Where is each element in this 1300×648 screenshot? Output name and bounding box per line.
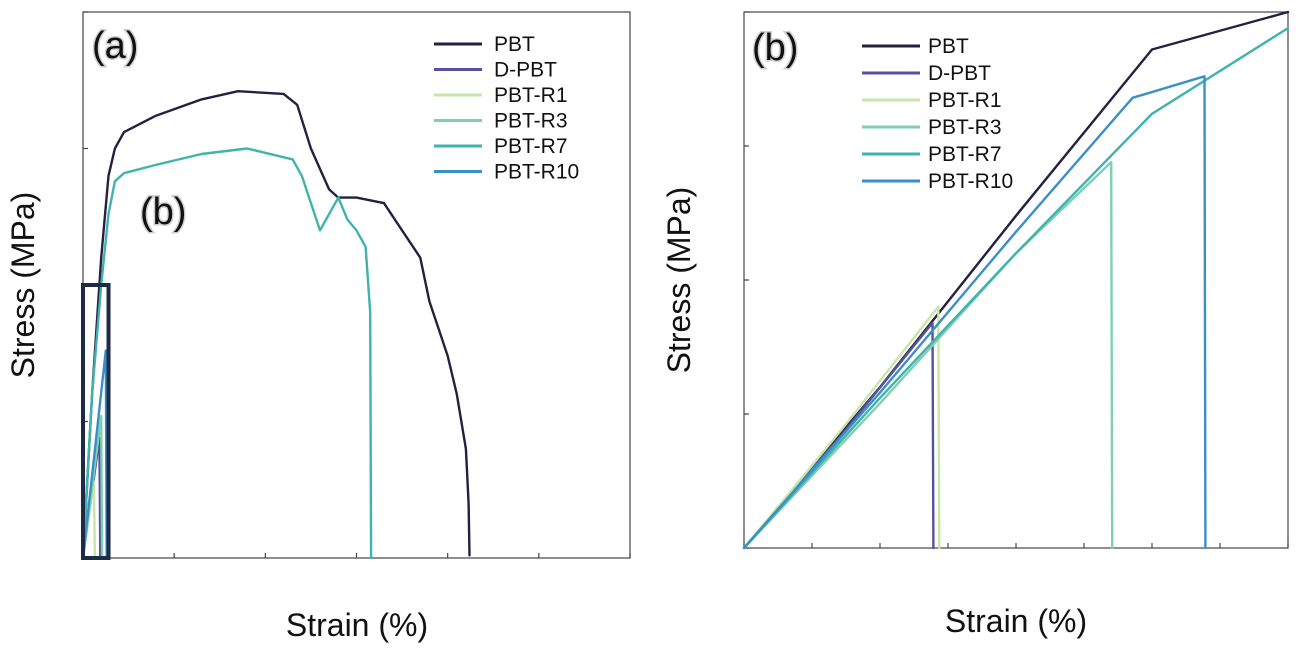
panel-b-series bbox=[742, 10, 1290, 550]
legend-label-d-pbt: D-PBT bbox=[494, 59, 557, 82]
panel-b-ylabel: Stress (MPa) bbox=[661, 187, 697, 374]
panel-a-letter: (a) bbox=[92, 25, 138, 67]
panel-a-series bbox=[81, 90, 471, 560]
legend-label-d-pbt: D-PBT bbox=[928, 62, 991, 85]
legend-label-pbt: PBT bbox=[494, 33, 535, 56]
panel-a-xlabel: Strain (%) bbox=[286, 607, 428, 643]
inset-box bbox=[81, 283, 111, 560]
panel-a-ylabel: Stress (MPa) bbox=[5, 192, 41, 379]
series-line-pbt-r1 bbox=[742, 305, 941, 550]
series-line-pbt-r10 bbox=[742, 75, 1207, 550]
legend-label-pbt-r3: PBT-R3 bbox=[494, 110, 568, 133]
panel-b-legend: PBT D-PBT PBT-R1 PBT-R3 PBT-R7 PBT-R10 bbox=[862, 35, 1013, 193]
panel-b-xlabel: Strain (%) bbox=[945, 603, 1087, 639]
series-line-pbt-r7 bbox=[742, 26, 1290, 550]
legend-label-pbt: PBT bbox=[928, 35, 969, 58]
series-line-pbt bbox=[81, 90, 471, 560]
legend-label-pbt-r10: PBT-R10 bbox=[928, 170, 1013, 193]
series-line-pbt-r7 bbox=[81, 147, 373, 560]
panel-b: (b) PBT D-PBT PBT-R1 PBT-R3 PBT-R7 PBT-R10 St… bbox=[661, 10, 1290, 639]
legend-label-pbt-r7: PBT-R7 bbox=[928, 143, 1002, 166]
inset-label: (b) bbox=[140, 191, 186, 233]
series-line-pbt bbox=[742, 10, 1290, 550]
legend-label-pbt-r10: PBT-R10 bbox=[494, 161, 579, 184]
series-line-pbt-r3 bbox=[742, 160, 1114, 550]
series-line-pbt-r10 bbox=[81, 349, 108, 560]
legend-label-pbt-r7: PBT-R7 bbox=[494, 135, 568, 158]
legend-label-pbt-r1: PBT-R1 bbox=[928, 89, 1002, 112]
panel-b-letter: (b) bbox=[752, 27, 798, 69]
legend-label-pbt-r3: PBT-R3 bbox=[928, 116, 1002, 139]
legend-label-pbt-r1: PBT-R1 bbox=[494, 84, 568, 107]
